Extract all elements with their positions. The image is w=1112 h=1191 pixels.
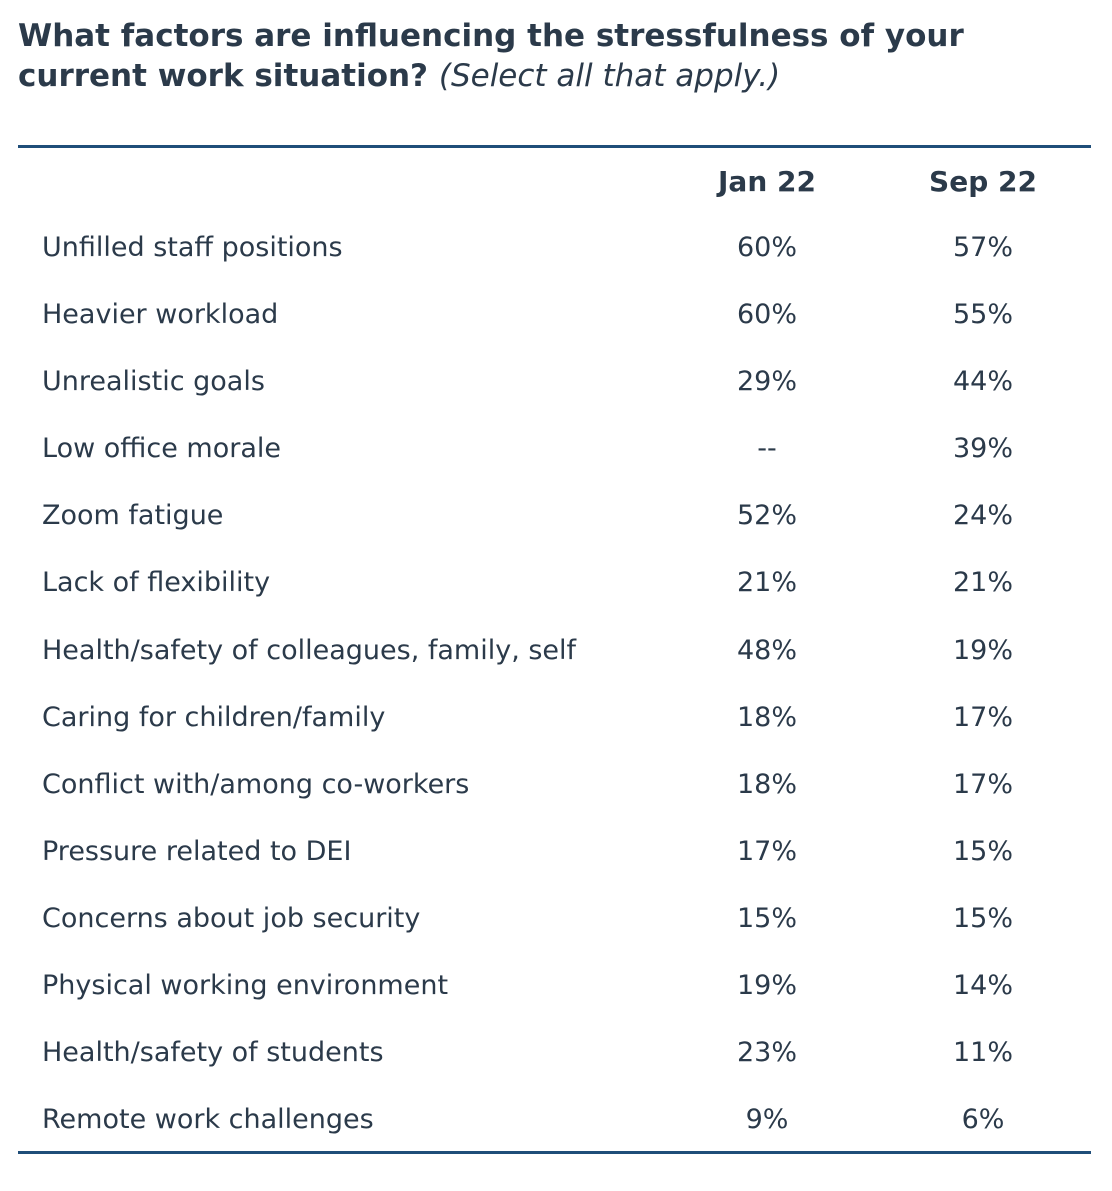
column-header-sep-22: Sep 22 [929,165,1037,198]
row-label: Physical working environment [42,970,449,1002]
table-row: Health/safety of colleagues, family, sel… [0,617,1112,684]
bottom-divider [18,1151,1091,1154]
value-sep-22: 39% [952,433,1013,465]
value-jan-22: -- [757,433,777,465]
table-row: Heavier workload 60% 55% [0,281,1112,348]
table-row: Remote work challenges 9% 6% [0,1086,1112,1153]
value-sep-22: 55% [952,299,1013,331]
table-row: Unrealistic goals 29% 44% [0,348,1112,415]
value-sep-22: 44% [952,366,1013,398]
value-jan-22: 15% [736,902,797,934]
value-jan-22: 60% [736,299,797,331]
chart-title: What factors are influencing the stressf… [18,16,1088,96]
value-jan-22: 23% [736,1037,797,1069]
value-jan-22: 60% [736,232,797,263]
value-jan-22: 29% [736,366,797,398]
row-label: Unrealistic goals [42,366,265,398]
value-jan-22: 21% [736,567,797,599]
table-row: Conflict with/among co-workers 18% 17% [0,751,1112,818]
value-jan-22: 18% [736,701,797,733]
value-sep-22: 15% [952,902,1013,934]
table-row: Caring for children/family 18% 17% [0,684,1112,751]
column-header-jan-22: Jan 22 [718,165,816,198]
table-row: Health/safety of students 23% 11% [0,1019,1112,1086]
row-label: Health/safety of students [42,1037,384,1069]
row-label: Conflict with/among co-workers [42,768,470,800]
value-jan-22: 48% [736,634,797,666]
table-row: Pressure related to DEI 17% 15% [0,818,1112,885]
value-jan-22: 52% [736,500,797,532]
value-jan-22: 19% [736,970,797,1002]
row-label: Low office morale [42,433,281,465]
value-sep-22: 15% [952,835,1013,867]
value-sep-22: 17% [952,768,1013,800]
row-label: Health/safety of colleagues, family, sel… [42,634,577,666]
row-label: Zoom fatigue [42,500,224,532]
title-text: What factors are influencing the stressf… [18,18,964,94]
value-sep-22: 17% [952,701,1013,733]
table-row: Concerns about job security 15% 15% [0,885,1112,952]
table-row: Lack of flexibility 21% 21% [0,549,1112,616]
value-sep-22: 21% [952,567,1013,599]
value-jan-22: 17% [736,835,797,867]
row-label: Unfilled staff positions [42,232,343,263]
value-sep-22: 19% [952,634,1013,666]
row-label: Caring for children/family [42,701,386,733]
value-jan-22: 18% [736,768,797,800]
chart-subtitle: (Select all that apply.) [438,58,781,94]
value-sep-22: 24% [952,500,1013,532]
value-jan-22: 9% [745,1104,789,1136]
row-label: Lack of flexibility [42,567,271,599]
row-label: Concerns about job security [42,902,421,934]
row-label: Heavier workload [42,299,279,331]
row-label: Remote work challenges [42,1104,374,1136]
value-sep-22: 11% [952,1037,1013,1069]
table-row: Low office morale -- 39% [0,415,1112,482]
table-row: Physical working environment 19% 14% [0,952,1112,1019]
table-row: Zoom fatigue 52% 24% [0,482,1112,549]
table-body: Unfilled staff positions 60% 57% Heavier wo… [0,214,1112,1153]
value-sep-22: 6% [961,1104,1005,1136]
row-label: Pressure related to DEI [42,835,352,867]
value-sep-22: 14% [952,970,1013,1002]
top-divider [18,145,1091,148]
value-sep-22: 57% [952,232,1013,263]
table-row: Unfilled staff positions 60% 57% [0,214,1112,281]
